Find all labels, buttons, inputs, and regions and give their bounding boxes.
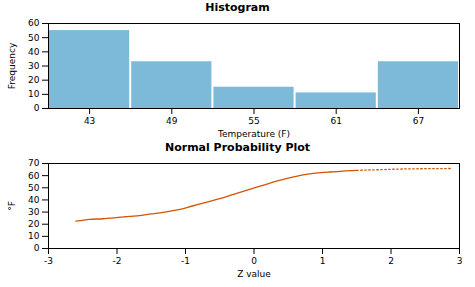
svg-text:40: 40 [28, 195, 40, 205]
svg-text:-1: -1 [181, 256, 190, 266]
svg-text:70: 70 [28, 158, 40, 168]
svg-text:43: 43 [84, 116, 95, 126]
svg-text:30: 30 [28, 61, 40, 71]
svg-text:0: 0 [34, 243, 40, 253]
svg-text:Temperature (F): Temperature (F) [217, 129, 290, 139]
svg-text:60: 60 [28, 18, 40, 28]
svg-text:67: 67 [413, 116, 424, 126]
svg-text:-2: -2 [113, 256, 122, 266]
svg-text:55: 55 [248, 116, 259, 126]
svg-text:2: 2 [388, 256, 394, 266]
svg-text:Frequency: Frequency [7, 42, 17, 89]
svg-text:30: 30 [28, 207, 40, 217]
svg-text:50: 50 [28, 183, 40, 193]
svg-text:20: 20 [28, 219, 40, 229]
svg-text:-3: -3 [44, 256, 53, 266]
svg-text:49: 49 [166, 116, 178, 126]
html-text:Histogram: Histogram [205, 1, 270, 14]
svg-text:10: 10 [28, 231, 40, 241]
svg-text:60: 60 [28, 171, 40, 181]
svg-text:Z value: Z value [237, 269, 271, 279]
svg-text:3: 3 [457, 256, 463, 266]
svg-text:°F: °F [7, 201, 17, 211]
svg-text:0: 0 [251, 256, 257, 266]
svg-text:20: 20 [28, 75, 40, 85]
svg-text:40: 40 [28, 47, 40, 57]
svg-text:0: 0 [34, 103, 40, 113]
html-text:Normal Probability Plot: Normal Probability Plot [164, 141, 310, 154]
svg-text:1: 1 [320, 256, 326, 266]
svg-text:61: 61 [330, 116, 341, 126]
svg-text:50: 50 [28, 33, 40, 43]
svg-text:10: 10 [28, 89, 40, 99]
